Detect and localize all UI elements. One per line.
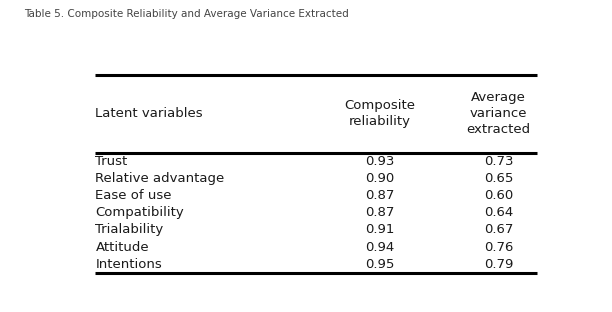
Text: Latent variables: Latent variables (95, 107, 203, 120)
Text: 0.87: 0.87 (365, 206, 395, 219)
Text: Intentions: Intentions (95, 258, 162, 271)
Text: 0.67: 0.67 (484, 223, 513, 236)
Text: 0.91: 0.91 (365, 223, 395, 236)
Text: 0.65: 0.65 (484, 172, 513, 185)
Text: 0.79: 0.79 (484, 258, 513, 271)
Text: 0.73: 0.73 (484, 155, 513, 168)
Text: Trust: Trust (95, 155, 128, 168)
Text: 0.60: 0.60 (484, 189, 513, 202)
Text: 0.64: 0.64 (484, 206, 513, 219)
Text: Average
variance
extracted: Average variance extracted (466, 91, 531, 136)
Text: 0.87: 0.87 (365, 189, 395, 202)
Text: Composite
reliability: Composite reliability (345, 99, 416, 128)
Text: Table 5. Composite Reliability and Average Variance Extracted: Table 5. Composite Reliability and Avera… (24, 9, 349, 19)
Text: 0.76: 0.76 (484, 241, 513, 254)
Text: 0.93: 0.93 (365, 155, 395, 168)
Text: 0.95: 0.95 (365, 258, 395, 271)
Text: Compatibility: Compatibility (95, 206, 184, 219)
Text: Attitude: Attitude (95, 241, 149, 254)
Text: 0.94: 0.94 (365, 241, 395, 254)
Text: Relative advantage: Relative advantage (95, 172, 225, 185)
Text: Ease of use: Ease of use (95, 189, 172, 202)
Text: Trialability: Trialability (95, 223, 164, 236)
Text: 0.90: 0.90 (365, 172, 395, 185)
